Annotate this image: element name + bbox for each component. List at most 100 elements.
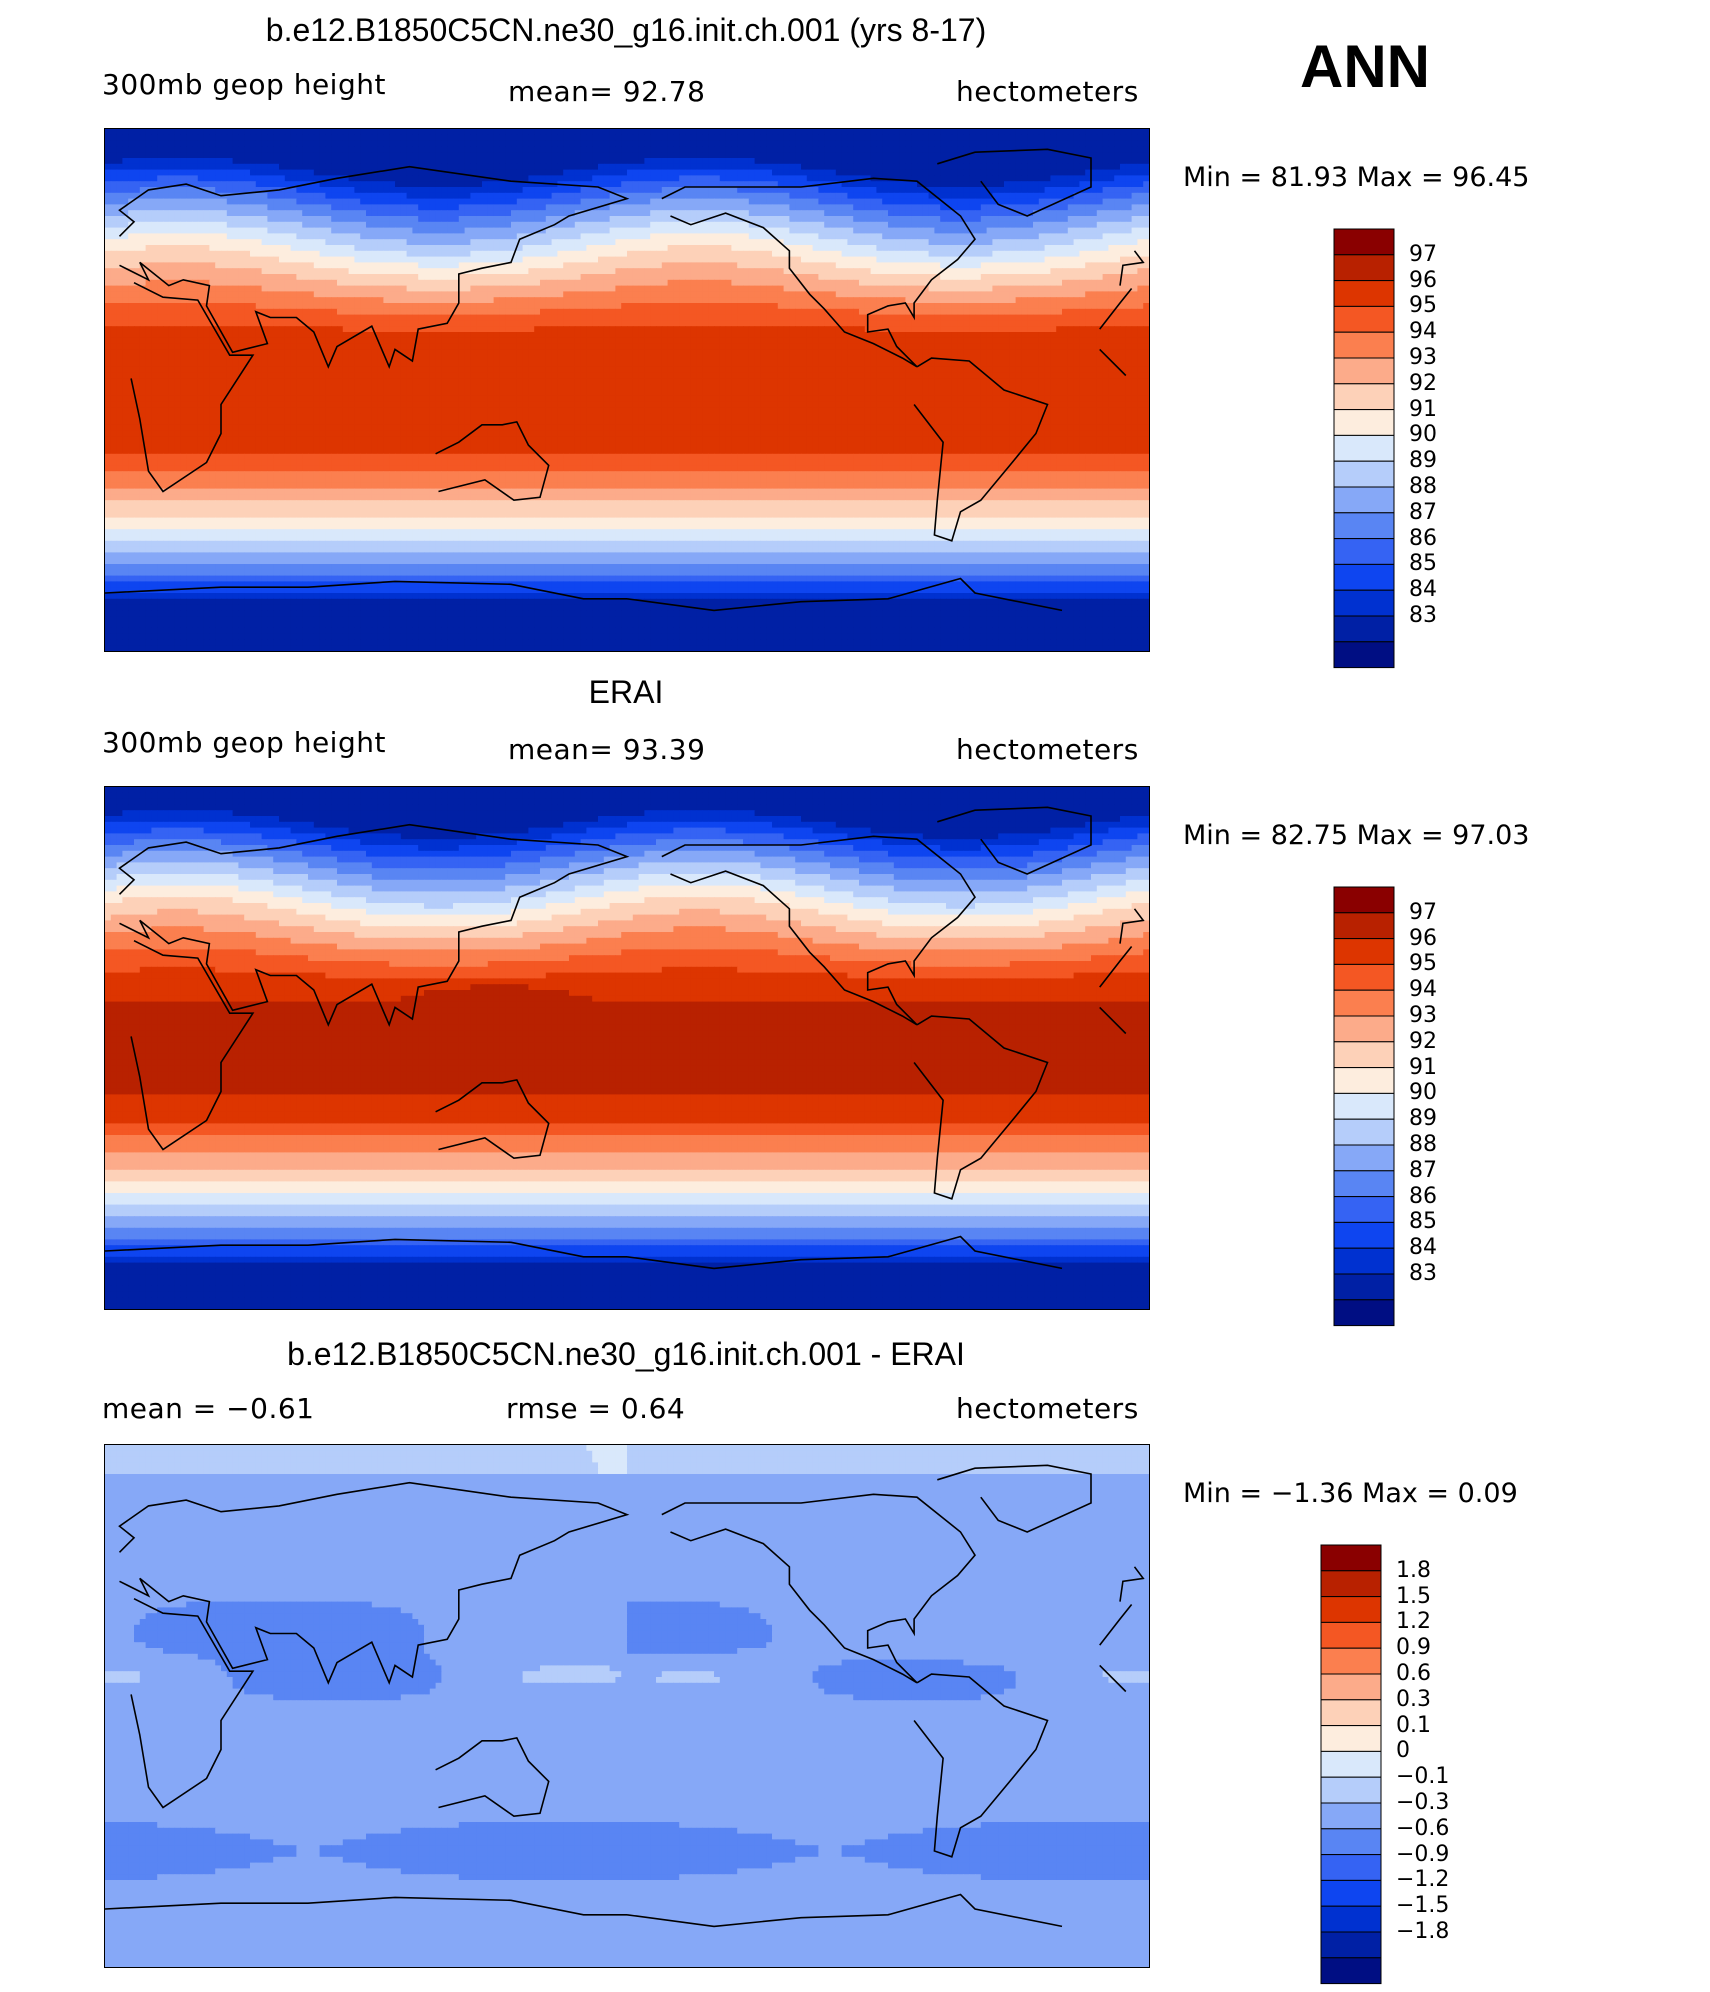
map-cell — [377, 245, 384, 252]
map-cell — [899, 216, 906, 223]
map-cell — [876, 198, 883, 205]
map-cell — [412, 221, 419, 229]
map-cell — [946, 227, 953, 234]
map-cell — [400, 227, 408, 234]
map-cell — [313, 274, 321, 281]
map-cell — [168, 181, 176, 188]
map-cell — [400, 181, 408, 188]
map-cell — [441, 210, 448, 217]
map-cell — [412, 210, 419, 217]
map-cell — [511, 181, 518, 188]
map-cell — [992, 129, 999, 136]
map-cell — [360, 268, 367, 275]
map-cell — [163, 129, 170, 136]
map-cell — [528, 233, 535, 240]
map-cell — [737, 158, 744, 165]
map-cell — [1120, 221, 1127, 229]
map-cell — [853, 279, 860, 287]
map-cell — [801, 285, 808, 292]
map-cell — [203, 233, 210, 240]
map-cell — [342, 175, 350, 182]
map-cell — [830, 192, 837, 200]
map-cell — [719, 169, 727, 176]
map-cell — [719, 129, 727, 136]
map-cell — [922, 210, 930, 217]
map-cell — [876, 221, 883, 229]
map-cell — [1044, 163, 1051, 171]
map-cell — [696, 216, 703, 223]
map-cell — [348, 169, 355, 176]
map-cell — [841, 187, 848, 194]
map-cell — [157, 134, 164, 142]
map-cell — [174, 140, 181, 147]
map-cell — [1102, 192, 1109, 200]
map-cell — [116, 256, 123, 263]
map-cell — [795, 129, 802, 136]
map-cell — [841, 285, 848, 292]
map-cell — [905, 198, 912, 205]
map-cell — [348, 146, 355, 153]
map-cell — [511, 146, 518, 153]
map-cell — [540, 239, 547, 246]
map-cell — [209, 134, 216, 142]
map-cell — [348, 129, 355, 136]
map-cell — [766, 175, 773, 182]
map-cell — [424, 181, 431, 188]
map-cell — [650, 233, 657, 240]
map-cell — [447, 233, 454, 240]
map-cell — [766, 285, 773, 292]
map-cell — [122, 181, 129, 188]
map-cell — [221, 262, 228, 269]
map-cell — [922, 163, 930, 171]
map-cell — [302, 134, 309, 142]
map-cell — [998, 216, 1005, 223]
map-cell — [110, 187, 118, 194]
map-cell — [325, 262, 332, 269]
map-cell — [279, 239, 286, 246]
map-cell — [302, 256, 309, 263]
map-cell — [743, 187, 750, 194]
map-cell — [992, 181, 999, 188]
map-cell — [563, 146, 570, 153]
map-cell — [934, 245, 941, 252]
map-cell — [540, 245, 547, 252]
map-cell — [632, 134, 640, 142]
map-cell — [627, 216, 634, 223]
map-cell — [261, 245, 268, 252]
map-cell — [957, 175, 964, 182]
map-cell — [348, 216, 355, 223]
map-cell — [580, 152, 587, 159]
map-cell — [447, 274, 454, 281]
map-cell — [638, 210, 645, 217]
map-cell — [319, 129, 326, 136]
map-cell — [528, 268, 535, 275]
map-cell — [795, 285, 802, 292]
map-cell — [406, 262, 413, 269]
map-cell — [267, 210, 274, 217]
map-cell — [632, 250, 640, 258]
map-cell — [824, 256, 831, 263]
map-cell — [151, 233, 158, 240]
map-cell — [725, 175, 732, 182]
map-cell — [748, 169, 756, 176]
map-cell — [725, 181, 732, 188]
map-cell — [516, 187, 524, 194]
map-cell — [777, 268, 785, 275]
map-cell — [777, 204, 785, 211]
map-cell — [777, 181, 785, 188]
map-cell — [487, 152, 495, 159]
map-cell — [163, 146, 170, 153]
map-cell — [1108, 192, 1115, 200]
map-cell — [429, 187, 437, 194]
map-cell — [1004, 239, 1011, 246]
map-cell — [476, 158, 483, 165]
map-cell — [905, 274, 912, 281]
map-cell — [922, 279, 930, 287]
map-cell — [279, 198, 286, 205]
map-cell — [748, 216, 756, 223]
map-cell — [360, 274, 367, 281]
map-cell — [690, 239, 698, 246]
map-cell — [870, 163, 877, 171]
map-cell — [418, 216, 425, 223]
map-cell — [656, 192, 663, 200]
